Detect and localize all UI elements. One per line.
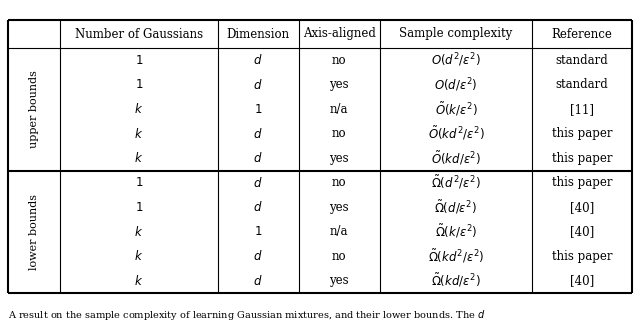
Text: $d$: $d$ — [253, 151, 263, 165]
Text: $O(d/\varepsilon^2)$: $O(d/\varepsilon^2)$ — [435, 76, 477, 93]
Text: $\tilde{\Omega}(d^2/\varepsilon^2)$: $\tilde{\Omega}(d^2/\varepsilon^2)$ — [431, 174, 481, 191]
Text: Dimension: Dimension — [227, 27, 290, 41]
Text: $k$: $k$ — [134, 274, 143, 288]
Text: $d$: $d$ — [253, 53, 263, 67]
Text: Number of Gaussians: Number of Gaussians — [75, 27, 203, 41]
Text: this paper: this paper — [552, 152, 612, 165]
Text: no: no — [332, 127, 346, 140]
Text: $\tilde{\Omega}(d/\varepsilon^2)$: $\tilde{\Omega}(d/\varepsilon^2)$ — [435, 199, 477, 216]
Text: $1$: $1$ — [254, 225, 262, 238]
Text: $d$: $d$ — [253, 274, 263, 288]
Text: lower bounds: lower bounds — [29, 194, 39, 270]
Text: [40]: [40] — [570, 201, 595, 214]
Text: $\tilde{\Omega}(k/\varepsilon^2)$: $\tilde{\Omega}(k/\varepsilon^2)$ — [435, 223, 477, 241]
Text: $O(d^2/\varepsilon^2)$: $O(d^2/\varepsilon^2)$ — [431, 51, 481, 69]
Text: [11]: [11] — [570, 103, 594, 116]
Text: $1$: $1$ — [134, 54, 143, 67]
Text: $d$: $d$ — [253, 249, 263, 263]
Text: $d$: $d$ — [253, 127, 263, 141]
Text: $\tilde{O}(kd^2/\varepsilon^2)$: $\tilde{O}(kd^2/\varepsilon^2)$ — [428, 125, 484, 143]
Text: $k$: $k$ — [134, 249, 143, 263]
Text: no: no — [332, 176, 346, 189]
Text: yes: yes — [330, 78, 349, 91]
Text: yes: yes — [330, 274, 349, 287]
Text: $1$: $1$ — [134, 201, 143, 214]
Text: $d$: $d$ — [253, 176, 263, 190]
Text: [40]: [40] — [570, 274, 595, 287]
Text: $d$: $d$ — [253, 200, 263, 214]
Text: $1$: $1$ — [134, 78, 143, 91]
Text: $\tilde{O}(k/\varepsilon^2)$: $\tilde{O}(k/\varepsilon^2)$ — [435, 101, 477, 118]
Text: Sample complexity: Sample complexity — [399, 27, 513, 41]
Text: Axis-aligned: Axis-aligned — [303, 27, 376, 41]
Text: yes: yes — [330, 201, 349, 214]
Text: yes: yes — [330, 152, 349, 165]
Text: this paper: this paper — [552, 127, 612, 140]
Text: $1$: $1$ — [254, 103, 262, 116]
Text: upper bounds: upper bounds — [29, 70, 39, 148]
Text: no: no — [332, 250, 346, 263]
Text: no: no — [332, 54, 346, 67]
Text: $k$: $k$ — [134, 151, 143, 165]
Text: $k$: $k$ — [134, 102, 143, 116]
Text: $k$: $k$ — [134, 225, 143, 239]
Text: $\tilde{\Omega}(kd^2/\varepsilon^2)$: $\tilde{\Omega}(kd^2/\varepsilon^2)$ — [428, 248, 484, 265]
Text: n/a: n/a — [330, 103, 348, 116]
Text: $1$: $1$ — [134, 176, 143, 189]
Text: n/a: n/a — [330, 225, 348, 238]
Text: this paper: this paper — [552, 176, 612, 189]
Text: $k$: $k$ — [134, 127, 143, 141]
Text: $\tilde{\Omega}(kd/\varepsilon^2)$: $\tilde{\Omega}(kd/\varepsilon^2)$ — [431, 272, 481, 289]
Text: $\tilde{O}(kd/\varepsilon^2)$: $\tilde{O}(kd/\varepsilon^2)$ — [431, 149, 481, 167]
Text: [40]: [40] — [570, 225, 595, 238]
Text: standard: standard — [556, 78, 609, 91]
Text: $d$: $d$ — [253, 78, 263, 92]
Text: this paper: this paper — [552, 250, 612, 263]
Text: A result on the sample complexity of learning Gaussian mixtures, and their lower: A result on the sample complexity of lea… — [8, 308, 486, 322]
Text: standard: standard — [556, 54, 609, 67]
Text: Reference: Reference — [552, 27, 612, 41]
